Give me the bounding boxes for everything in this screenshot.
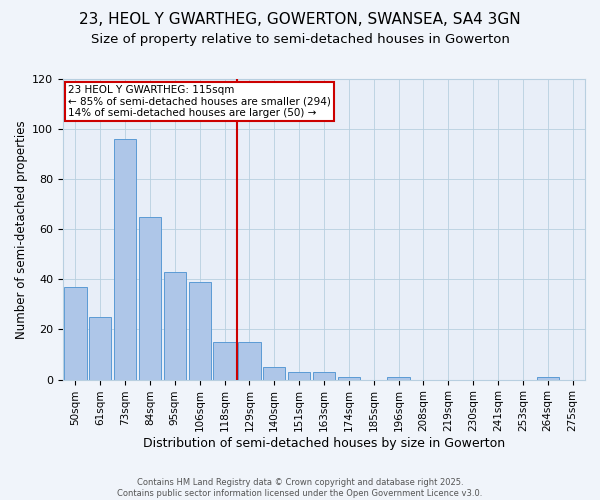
Bar [164, 272, 186, 380]
Bar [313, 372, 335, 380]
Bar [288, 372, 310, 380]
Text: Contains HM Land Registry data © Crown copyright and database right 2025.
Contai: Contains HM Land Registry data © Crown c… [118, 478, 482, 498]
Bar [188, 282, 211, 380]
Bar [214, 342, 236, 380]
Bar [536, 377, 559, 380]
Bar [89, 317, 112, 380]
Bar [139, 217, 161, 380]
Bar [338, 377, 360, 380]
X-axis label: Distribution of semi-detached houses by size in Gowerton: Distribution of semi-detached houses by … [143, 437, 505, 450]
Bar [238, 342, 260, 380]
Bar [64, 287, 86, 380]
Text: 23, HEOL Y GWARTHEG, GOWERTON, SWANSEA, SA4 3GN: 23, HEOL Y GWARTHEG, GOWERTON, SWANSEA, … [79, 12, 521, 28]
Y-axis label: Number of semi-detached properties: Number of semi-detached properties [15, 120, 28, 338]
Bar [263, 367, 286, 380]
Text: Size of property relative to semi-detached houses in Gowerton: Size of property relative to semi-detach… [91, 32, 509, 46]
Bar [114, 139, 136, 380]
Text: 23 HEOL Y GWARTHEG: 115sqm
← 85% of semi-detached houses are smaller (294)
14% o: 23 HEOL Y GWARTHEG: 115sqm ← 85% of semi… [68, 85, 331, 118]
Bar [388, 377, 410, 380]
